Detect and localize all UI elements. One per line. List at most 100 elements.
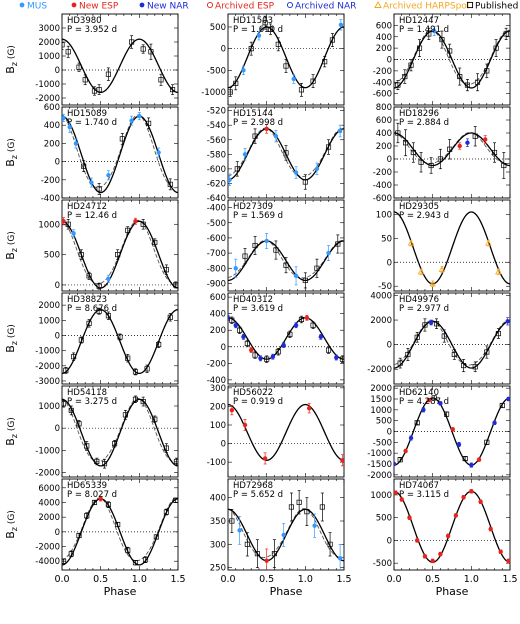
marker-triangle (485, 239, 492, 246)
y-tick-label: 0 (55, 528, 60, 538)
y-tick-label: -2000 (367, 365, 392, 375)
x-axis-label: Phase (436, 585, 469, 598)
data-point (293, 166, 299, 179)
marker-dot (338, 22, 344, 28)
y-tick-label: 500 (376, 514, 392, 524)
marker-square (122, 412, 128, 418)
data-point (249, 347, 254, 353)
y-tick-label: 600 (44, 103, 60, 113)
rotation-period: P = 8.027 d (67, 490, 117, 500)
data-point (89, 177, 94, 188)
data-points (62, 496, 178, 566)
data-point (273, 240, 279, 260)
marker-dot (476, 457, 482, 462)
data-point (445, 533, 451, 539)
model-curve-alt (394, 29, 510, 85)
marker-square (105, 502, 111, 508)
model-curve (394, 211, 510, 285)
marker-dot (262, 456, 268, 461)
data-point (495, 268, 502, 276)
marker-square (327, 541, 333, 547)
y-tick-label: -520 (207, 107, 226, 117)
marker-square (474, 79, 481, 85)
marker-square (94, 458, 100, 465)
data-point (432, 26, 437, 36)
marker-dot (399, 497, 404, 502)
y-tick-label: -500 (373, 559, 392, 569)
y-tick-label: -2000 (367, 471, 392, 481)
data-point (81, 160, 87, 172)
data-point (465, 138, 470, 147)
data-point (415, 538, 420, 543)
data-point (156, 341, 162, 348)
data-point (264, 233, 269, 249)
data-point (457, 142, 462, 150)
data-point (283, 145, 289, 161)
data-point (84, 441, 90, 451)
data-point (82, 74, 88, 86)
marker-square (397, 360, 403, 366)
y-tick-label: -900 (207, 279, 226, 289)
data-points (62, 112, 173, 195)
marker-square (271, 551, 277, 557)
model-curve (228, 403, 344, 461)
data-point (62, 217, 66, 226)
y-tick-label: 600 (376, 21, 392, 31)
data-point (402, 69, 408, 84)
marker-square (431, 395, 437, 401)
model-curve-alt (394, 320, 510, 366)
marker-square (140, 221, 146, 227)
panel-frame (61, 199, 179, 292)
marker-dot (450, 427, 455, 432)
y-tick-label: 0 (387, 258, 392, 268)
marker-dot (461, 495, 466, 500)
marker-square (229, 317, 235, 323)
marker-square (322, 59, 328, 65)
data-point (63, 366, 69, 374)
marker-dot (432, 28, 437, 34)
marker-square (156, 342, 162, 348)
data-points (395, 122, 507, 179)
data-point (119, 133, 125, 145)
y-tick-label: 1000 (38, 220, 60, 230)
y-tick-label: -560 (207, 136, 226, 146)
marker-square (310, 78, 316, 84)
marker-dot (62, 115, 66, 121)
x-tick-label: 0.0 (54, 574, 69, 585)
y-tick-label: 250 (210, 564, 226, 574)
data-point (122, 410, 128, 420)
marker-dot (307, 406, 312, 411)
data-point (144, 364, 150, 373)
marker-dot (453, 513, 459, 518)
y-tick-label: 1000 (370, 406, 392, 416)
rotation-period: P = 12.46 d (67, 211, 117, 221)
data-point (296, 490, 302, 515)
data-point (237, 326, 243, 334)
marker-square (447, 146, 453, 152)
marker-square (78, 252, 84, 258)
data-point (115, 249, 121, 260)
data-point (314, 162, 320, 176)
marker-dot (492, 420, 497, 426)
rotation-period: P = 1.740 d (67, 118, 117, 128)
marker-dot (237, 528, 242, 533)
data-point (431, 395, 437, 401)
data-point (422, 554, 428, 559)
data-point (495, 328, 501, 339)
data-points (395, 26, 509, 92)
star-name: HD12447 (399, 16, 439, 26)
y-tick-label: -600 (373, 194, 392, 204)
data-point (76, 532, 82, 539)
data-point (422, 318, 428, 332)
y-tick-label: 0 (55, 158, 60, 168)
marker-dot (340, 458, 344, 463)
model-curves (394, 320, 510, 369)
data-point (158, 73, 164, 86)
data-point (91, 499, 98, 506)
data-point (228, 173, 232, 186)
marker-square (264, 356, 270, 362)
y-tick-label: -600 (207, 165, 226, 175)
marker-square (163, 445, 169, 451)
data-point (258, 355, 263, 362)
